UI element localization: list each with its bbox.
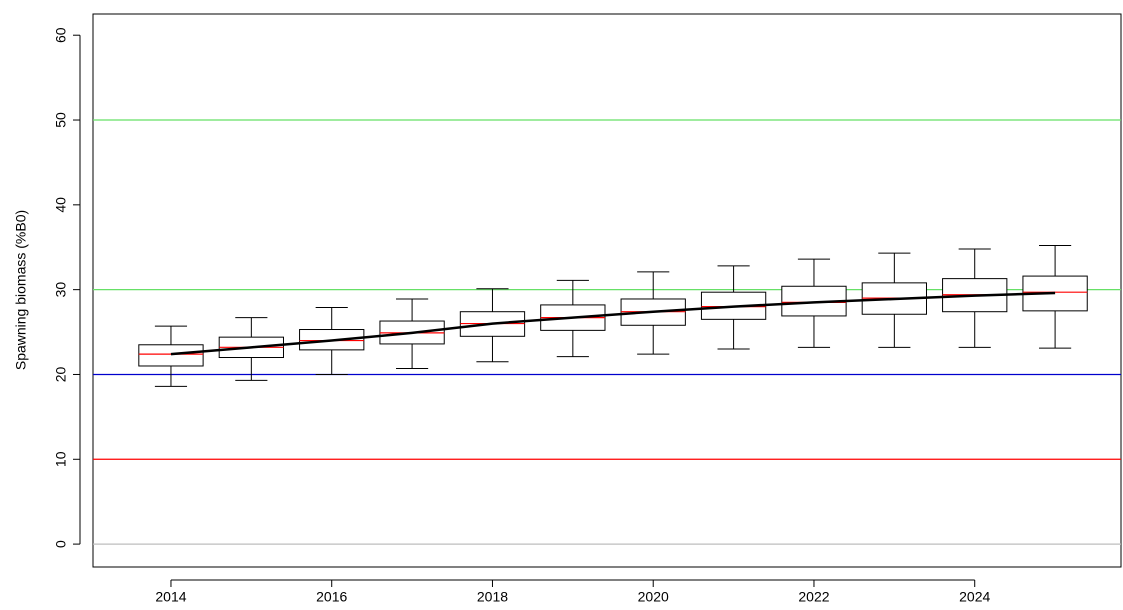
y-tick-label: 60 [53, 27, 69, 43]
y-axis-label: Spawning biomass (%B0) [13, 210, 29, 370]
x-tick-label: 2024 [959, 589, 990, 605]
y-tick-label: 20 [53, 366, 69, 382]
y-tick-label: 40 [53, 197, 69, 213]
y-tick-label: 10 [53, 451, 69, 467]
y-tick-label: 30 [53, 282, 69, 298]
x-tick-label: 2022 [798, 589, 829, 605]
x-tick-label: 2018 [477, 589, 508, 605]
y-tick-label: 0 [53, 540, 69, 548]
y-tick-label: 50 [53, 112, 69, 128]
x-tick-label: 2014 [155, 589, 186, 605]
x-tick-label: 2020 [638, 589, 669, 605]
trend-line [170, 291, 1056, 356]
box [138, 344, 204, 367]
x-tick-label: 2016 [316, 589, 347, 605]
plot-frame [92, 13, 1122, 568]
